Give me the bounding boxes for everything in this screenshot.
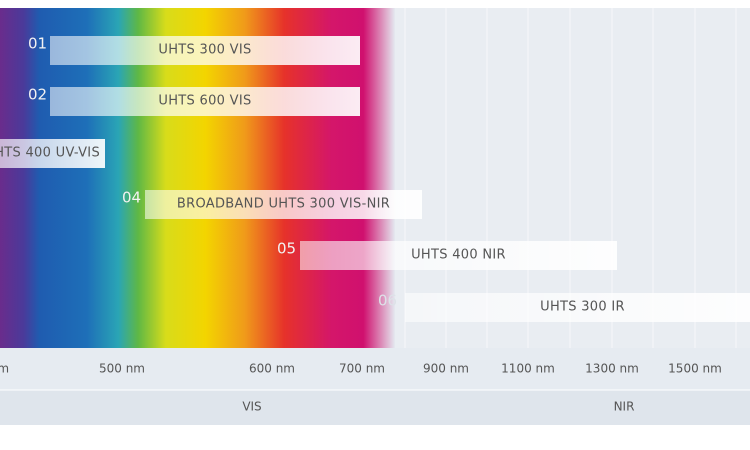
- axis-label: 600 nm: [249, 362, 295, 376]
- grid: [404, 8, 737, 348]
- axis-label: 1500 nm: [668, 362, 722, 376]
- axis-label: 500 nm: [99, 362, 145, 376]
- axis-label: 400 nm: [0, 362, 9, 376]
- item-label: UHTS 300 IR: [540, 300, 625, 315]
- range-bar: [0, 139, 105, 168]
- axis: 400 nm 500 nm 600 nm 700 nm 900 nm 1100 nm 130…: [0, 362, 722, 376]
- axis-label: 700 nm: [339, 362, 385, 376]
- item-label: UHTS 400 NIR: [411, 248, 506, 263]
- item-label: UHTS 400 UV-VIS: [0, 146, 100, 161]
- item-number: 05: [277, 240, 296, 258]
- range-bar: [50, 87, 360, 116]
- axis-band: [0, 348, 750, 390]
- item-label: BROADBAND UHTS 300 VIS-NIR: [177, 197, 390, 212]
- range-bar: [145, 190, 422, 219]
- item-number: 04: [122, 189, 141, 207]
- item-number: 01: [28, 35, 47, 53]
- region-label: NIR: [614, 400, 635, 414]
- item-number: 06: [378, 292, 397, 310]
- range-bar: [300, 241, 617, 270]
- item-label: UHTS 300 VIS: [158, 43, 251, 58]
- item-number: 02: [28, 86, 47, 104]
- item-label: UHTS 600 VIS: [158, 94, 251, 109]
- axis-label: 900 nm: [423, 362, 469, 376]
- region-band: [0, 390, 750, 425]
- axis-label: 1100 nm: [501, 362, 555, 376]
- range-bar: [50, 36, 360, 65]
- region-label: VIS: [242, 400, 261, 414]
- items: 01 UHTS 300 VIS 02 UHTS 600 VIS UHTS 400 UV-…: [0, 35, 750, 322]
- range-bar: [405, 293, 750, 322]
- axis-label: 1300 nm: [585, 362, 639, 376]
